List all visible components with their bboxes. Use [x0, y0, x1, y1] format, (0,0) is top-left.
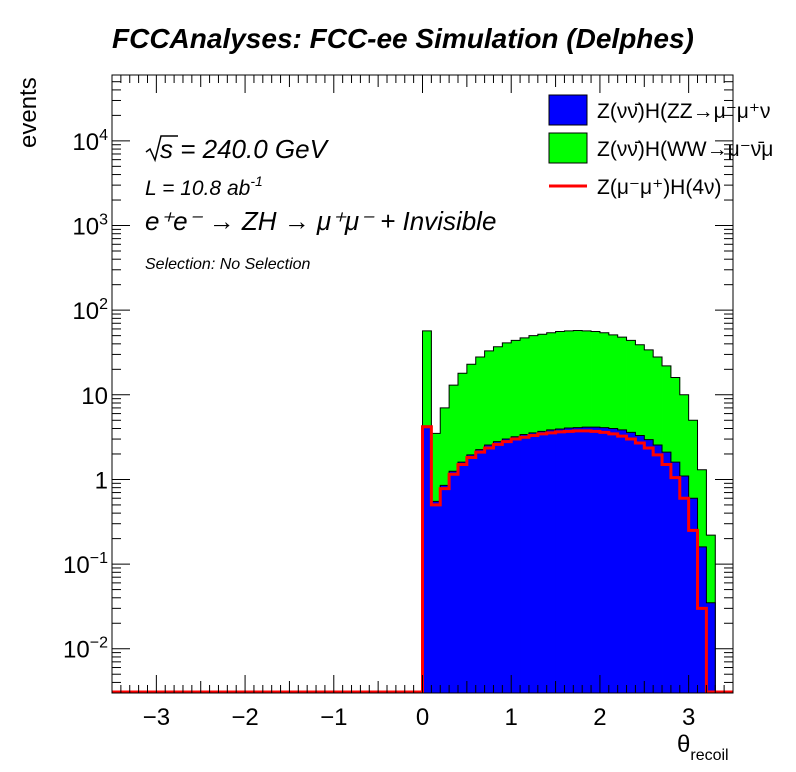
- y-tick-label: 10: [81, 383, 108, 410]
- y-tick-label: 104: [72, 127, 108, 156]
- axes-frame: [111, 74, 734, 694]
- x-axis-title-main: θ: [677, 731, 690, 758]
- y-tick-label: 10−1: [63, 550, 108, 579]
- x-tick-label: 1: [505, 704, 518, 731]
- outline-ww: [422, 330, 716, 693]
- bar-zz-27: [662, 452, 672, 693]
- bar-zz-5: [466, 454, 477, 693]
- y-axis-title: events: [15, 77, 42, 148]
- line-series-signal: [112, 425, 733, 694]
- bar-zz-29: [679, 475, 690, 693]
- bar-zz-0: [422, 425, 432, 693]
- bar-zz-18: [582, 427, 592, 693]
- lumi-main: L = 10.8 ab: [145, 177, 251, 200]
- bar-zz-17: [573, 427, 583, 693]
- process-text: e⁺e⁻ → ZH → μ⁺μ⁻ + Invisible: [145, 206, 496, 236]
- x-tick-labels: −3 −2 −1 0 1 2 3: [143, 704, 696, 731]
- bar-zz-11: [520, 434, 530, 693]
- bar-zz-12: [528, 432, 539, 693]
- bar-zz-24: [635, 435, 645, 693]
- bar-zz-2: [440, 485, 450, 693]
- legend: Z(νν̄)H(ZZ→μ⁻μ⁺ν Z(νν̄)H(WW→μ⁻ν̄μ Z(μ⁻μ⁺)H…: [548, 94, 773, 199]
- legend-label-2: Z(μ⁻μ⁺)H(4ν): [597, 176, 722, 199]
- sqrt-s-text: s = 240.0 GeV: [160, 134, 330, 164]
- bar-zz-9: [502, 439, 512, 693]
- x-axis-title-sub: recoil: [690, 747, 728, 764]
- sqrt-s-annotation: s = 240.0 GeV: [145, 134, 330, 164]
- bar-zz-1: [431, 501, 441, 693]
- bar-zz-26: [653, 445, 663, 693]
- bar-zz-22: [617, 429, 627, 693]
- x-tick-label: 3: [682, 704, 695, 731]
- legend-label-0: Z(νν̄)H(ZZ→μ⁻μ⁺ν: [597, 100, 771, 123]
- bar-zz-8: [493, 441, 503, 693]
- bar-zz-30: [688, 498, 698, 693]
- x-tick-label: −2: [231, 704, 258, 731]
- bar-zz-25: [644, 439, 654, 693]
- lumi-text: L = 10.8 ab-1: [145, 173, 263, 200]
- legend-swatch-0: [548, 94, 588, 126]
- x-tick-label: −1: [320, 704, 347, 731]
- bar-zz-32: [706, 602, 716, 693]
- y-tick-label: 1: [95, 467, 108, 494]
- chart-title: FCCAnalyses: FCC-ee Simulation (Delphes): [112, 23, 694, 54]
- x-tick-label: −3: [143, 704, 170, 731]
- bar-zz-15: [555, 428, 565, 693]
- bar-zz-13: [537, 431, 548, 693]
- x-tick-label: 2: [593, 704, 606, 731]
- bar-zz-6: [475, 449, 485, 693]
- bar-zz-3: [449, 471, 459, 693]
- bar-zz-4: [457, 462, 468, 693]
- bar-zz-31: [697, 546, 707, 693]
- annotations: s = 240.0 GeV L = 10.8 ab-1 e⁺e⁻ → ZH → …: [145, 134, 496, 273]
- bar-zz-16: [564, 428, 574, 693]
- x-tick-label: 0: [416, 704, 429, 731]
- y-tick-label: 102: [72, 296, 108, 325]
- bar-zz-28: [670, 462, 681, 693]
- y-tick-label: 10−2: [63, 635, 108, 664]
- bar-zz-19: [591, 427, 601, 693]
- y-tick-label: 103: [72, 212, 108, 241]
- bar-zz-10: [511, 436, 521, 693]
- y-tick-labels: 10−2 10−1 1 10 102 103 104: [63, 127, 108, 664]
- outline-zz: [422, 425, 716, 693]
- legend-label-1: Z(νν̄)H(WW→μ⁻ν̄μ: [597, 138, 773, 161]
- bar-zz-23: [626, 432, 636, 693]
- bar-zz-14: [546, 429, 556, 693]
- selection-text: Selection: No Selection: [145, 256, 311, 273]
- legend-swatch-1: [548, 132, 588, 164]
- histogram-layer: [112, 330, 733, 694]
- bar-zz-21: [608, 428, 619, 693]
- bar-zz-20: [599, 427, 610, 693]
- x-axis-title: θrecoil: [677, 731, 729, 764]
- lumi-exponent: -1: [250, 173, 262, 189]
- bar-zz-7: [484, 445, 494, 693]
- sqrt-symbol: [145, 135, 178, 163]
